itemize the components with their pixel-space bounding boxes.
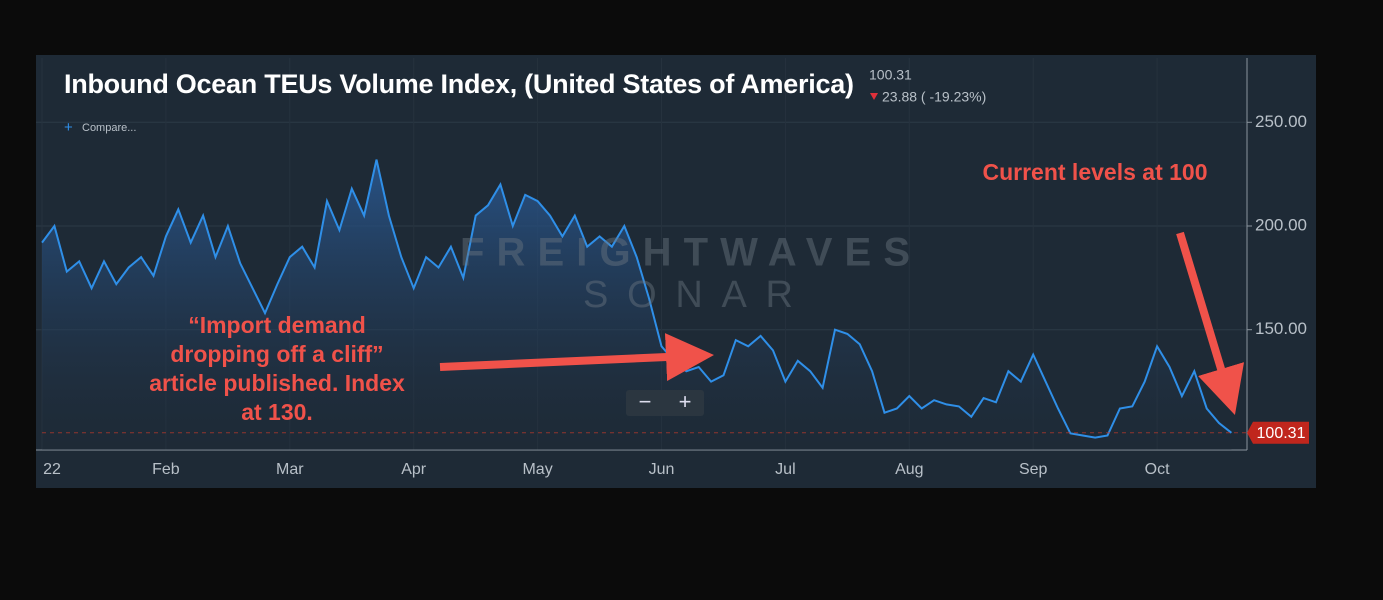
x-tick-label: 22 [43,461,61,478]
change: 23.88 ( -19.23%) [882,89,986,105]
y-tick-label: 200.00 [1255,215,1307,234]
last-value-label: 100.31 [1257,425,1306,442]
last-value: 100.31 [869,67,912,83]
x-tick-label: Sep [1019,461,1048,478]
x-tick-label: Oct [1145,461,1170,478]
arrow [439,333,714,382]
last-value-badge [1247,421,1309,444]
zoom-in[interactable]: + [679,389,692,414]
compare[interactable]: Compare... [82,122,136,134]
down-icon [870,93,878,100]
x-tick-label: Feb [152,461,180,478]
x-tick-label: Jun [649,461,675,478]
x-tick-label: Mar [276,461,304,478]
zoom-out[interactable]: − [639,389,652,414]
y-tick-label: 150.00 [1255,319,1307,338]
line [41,159,1233,439]
chart-title: Inbound Ocean TEUs Volume Index, (United… [64,69,854,99]
x-tick-label: Apr [401,461,427,478]
annotation: “Import demand [188,312,366,338]
x-tick-label: Jul [775,461,795,478]
arrow [1176,231,1245,415]
plus-icon[interactable]: + [64,119,73,136]
annotation: Current levels at 100 [982,159,1207,185]
x-tick-label: May [522,461,552,478]
y-tick-label: 250.00 [1255,112,1307,131]
annotation: dropping off a cliff” [170,341,383,367]
x-tick-label: Aug [895,461,923,478]
zoom-bar [626,390,704,416]
annotation: article published. Index [149,370,405,396]
annotation: at 130. [241,399,313,425]
